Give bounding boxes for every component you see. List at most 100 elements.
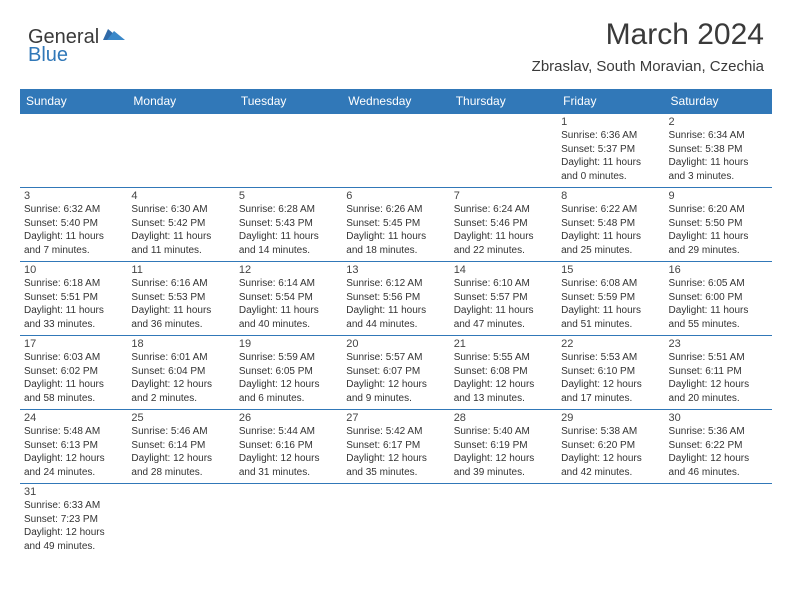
day-number: 13 (346, 264, 445, 276)
calendar-cell: 31Sunrise: 6:33 AMSunset: 7:23 PMDayligh… (20, 484, 127, 558)
day-info-line: and 17 minutes. (561, 392, 660, 406)
calendar-body: 1Sunrise: 6:36 AMSunset: 5:37 PMDaylight… (20, 114, 772, 558)
title-block: March 2024 Zbraslav, South Moravian, Cze… (532, 18, 764, 75)
day-number: 31 (24, 486, 123, 498)
location-text: Zbraslav, South Moravian, Czechia (532, 58, 764, 75)
day-info-line: Sunrise: 5:57 AM (346, 351, 445, 365)
day-number: 10 (24, 264, 123, 276)
calendar-cell-empty (342, 114, 449, 188)
day-number: 12 (239, 264, 338, 276)
day-info-line: Sunrise: 6:34 AM (669, 129, 768, 143)
day-info-line: and 22 minutes. (454, 244, 553, 258)
day-info-line: Daylight: 12 hours (24, 526, 123, 540)
day-info-line: Sunrise: 5:48 AM (24, 425, 123, 439)
calendar-cell: 29Sunrise: 5:38 AMSunset: 6:20 PMDayligh… (557, 410, 664, 484)
calendar-cell: 20Sunrise: 5:57 AMSunset: 6:07 PMDayligh… (342, 336, 449, 410)
day-info-line: Sunset: 5:50 PM (669, 217, 768, 231)
day-info-line: Sunset: 5:43 PM (239, 217, 338, 231)
day-number: 5 (239, 190, 338, 202)
calendar-cell: 17Sunrise: 6:03 AMSunset: 6:02 PMDayligh… (20, 336, 127, 410)
day-info-line: Sunrise: 6:30 AM (131, 203, 230, 217)
day-info-line: and 24 minutes. (24, 466, 123, 480)
day-info-line: Sunset: 6:02 PM (24, 365, 123, 379)
day-info-line: Daylight: 11 hours (24, 378, 123, 392)
day-info-line: Sunset: 5:46 PM (454, 217, 553, 231)
day-info-line: Sunrise: 6:26 AM (346, 203, 445, 217)
calendar-cell: 13Sunrise: 6:12 AMSunset: 5:56 PMDayligh… (342, 262, 449, 336)
day-number: 4 (131, 190, 230, 202)
day-info-line: Sunset: 5:45 PM (346, 217, 445, 231)
day-info-line: Sunrise: 5:53 AM (561, 351, 660, 365)
day-number: 23 (669, 338, 768, 350)
day-info-line: and 29 minutes. (669, 244, 768, 258)
calendar-cell: 2Sunrise: 6:34 AMSunset: 5:38 PMDaylight… (665, 114, 772, 188)
day-info-line: Sunset: 6:11 PM (669, 365, 768, 379)
day-info-line: Sunrise: 6:32 AM (24, 203, 123, 217)
day-number: 6 (346, 190, 445, 202)
day-info-line: and 39 minutes. (454, 466, 553, 480)
day-info-line: Sunset: 6:16 PM (239, 439, 338, 453)
calendar-cell: 12Sunrise: 6:14 AMSunset: 5:54 PMDayligh… (235, 262, 342, 336)
day-number: 9 (669, 190, 768, 202)
day-info-line: Sunset: 6:10 PM (561, 365, 660, 379)
day-info-line: Sunrise: 6:08 AM (561, 277, 660, 291)
day-info-line: Daylight: 11 hours (346, 304, 445, 318)
calendar-cell: 23Sunrise: 5:51 AMSunset: 6:11 PMDayligh… (665, 336, 772, 410)
day-info-line: Daylight: 11 hours (561, 304, 660, 318)
day-info-line: Sunset: 6:05 PM (239, 365, 338, 379)
weekday-header: Sunday (20, 89, 127, 114)
day-info-line: Sunrise: 6:10 AM (454, 277, 553, 291)
day-info-line: Sunset: 5:57 PM (454, 291, 553, 305)
day-info-line: Daylight: 11 hours (131, 230, 230, 244)
weekday-header: Monday (127, 89, 234, 114)
day-info-line: Sunrise: 5:42 AM (346, 425, 445, 439)
calendar-cell: 4Sunrise: 6:30 AMSunset: 5:42 PMDaylight… (127, 188, 234, 262)
day-info-line: Sunrise: 5:36 AM (669, 425, 768, 439)
day-info-line: and 6 minutes. (239, 392, 338, 406)
day-number: 28 (454, 412, 553, 424)
day-info-line: Daylight: 11 hours (561, 156, 660, 170)
calendar-row: 17Sunrise: 6:03 AMSunset: 6:02 PMDayligh… (20, 336, 772, 410)
day-info-line: Sunset: 6:14 PM (131, 439, 230, 453)
day-info-line: and 2 minutes. (131, 392, 230, 406)
day-number: 30 (669, 412, 768, 424)
day-info-line: Sunset: 6:20 PM (561, 439, 660, 453)
day-info-line: Sunrise: 6:18 AM (24, 277, 123, 291)
calendar-cell: 21Sunrise: 5:55 AMSunset: 6:08 PMDayligh… (450, 336, 557, 410)
day-info-line: Sunset: 6:13 PM (24, 439, 123, 453)
day-info-line: Sunrise: 6:16 AM (131, 277, 230, 291)
day-info-line: and 31 minutes. (239, 466, 338, 480)
day-info-line: Daylight: 11 hours (131, 304, 230, 318)
calendar-row: 3Sunrise: 6:32 AMSunset: 5:40 PMDaylight… (20, 188, 772, 262)
day-info-line: Sunset: 5:40 PM (24, 217, 123, 231)
day-info-line: Sunset: 5:53 PM (131, 291, 230, 305)
day-info-line: Sunset: 6:17 PM (346, 439, 445, 453)
day-info-line: Daylight: 11 hours (669, 230, 768, 244)
day-info-line: and 33 minutes. (24, 318, 123, 332)
day-info-line: Daylight: 11 hours (24, 230, 123, 244)
day-info-line: and 14 minutes. (239, 244, 338, 258)
day-info-line: Daylight: 12 hours (454, 378, 553, 392)
day-info-line: Sunset: 6:07 PM (346, 365, 445, 379)
day-info-line: Sunset: 5:59 PM (561, 291, 660, 305)
day-info-line: Sunset: 6:19 PM (454, 439, 553, 453)
day-info-line: and 20 minutes. (669, 392, 768, 406)
calendar-cell: 14Sunrise: 6:10 AMSunset: 5:57 PMDayligh… (450, 262, 557, 336)
day-info-line: Sunset: 5:42 PM (131, 217, 230, 231)
calendar-cell: 8Sunrise: 6:22 AMSunset: 5:48 PMDaylight… (557, 188, 664, 262)
calendar-cell-empty (20, 114, 127, 188)
calendar-cell: 24Sunrise: 5:48 AMSunset: 6:13 PMDayligh… (20, 410, 127, 484)
day-number: 18 (131, 338, 230, 350)
calendar-row: 31Sunrise: 6:33 AMSunset: 7:23 PMDayligh… (20, 484, 772, 558)
calendar-cell: 15Sunrise: 6:08 AMSunset: 5:59 PMDayligh… (557, 262, 664, 336)
day-number: 14 (454, 264, 553, 276)
day-number: 20 (346, 338, 445, 350)
day-info-line: Daylight: 12 hours (24, 452, 123, 466)
calendar-cell: 30Sunrise: 5:36 AMSunset: 6:22 PMDayligh… (665, 410, 772, 484)
day-info-line: and 55 minutes. (669, 318, 768, 332)
day-info-line: Sunset: 5:37 PM (561, 143, 660, 157)
day-number: 16 (669, 264, 768, 276)
day-info-line: Sunrise: 6:36 AM (561, 129, 660, 143)
day-number: 22 (561, 338, 660, 350)
page-header: General March 2024 Zbraslav, South Morav… (0, 0, 792, 83)
